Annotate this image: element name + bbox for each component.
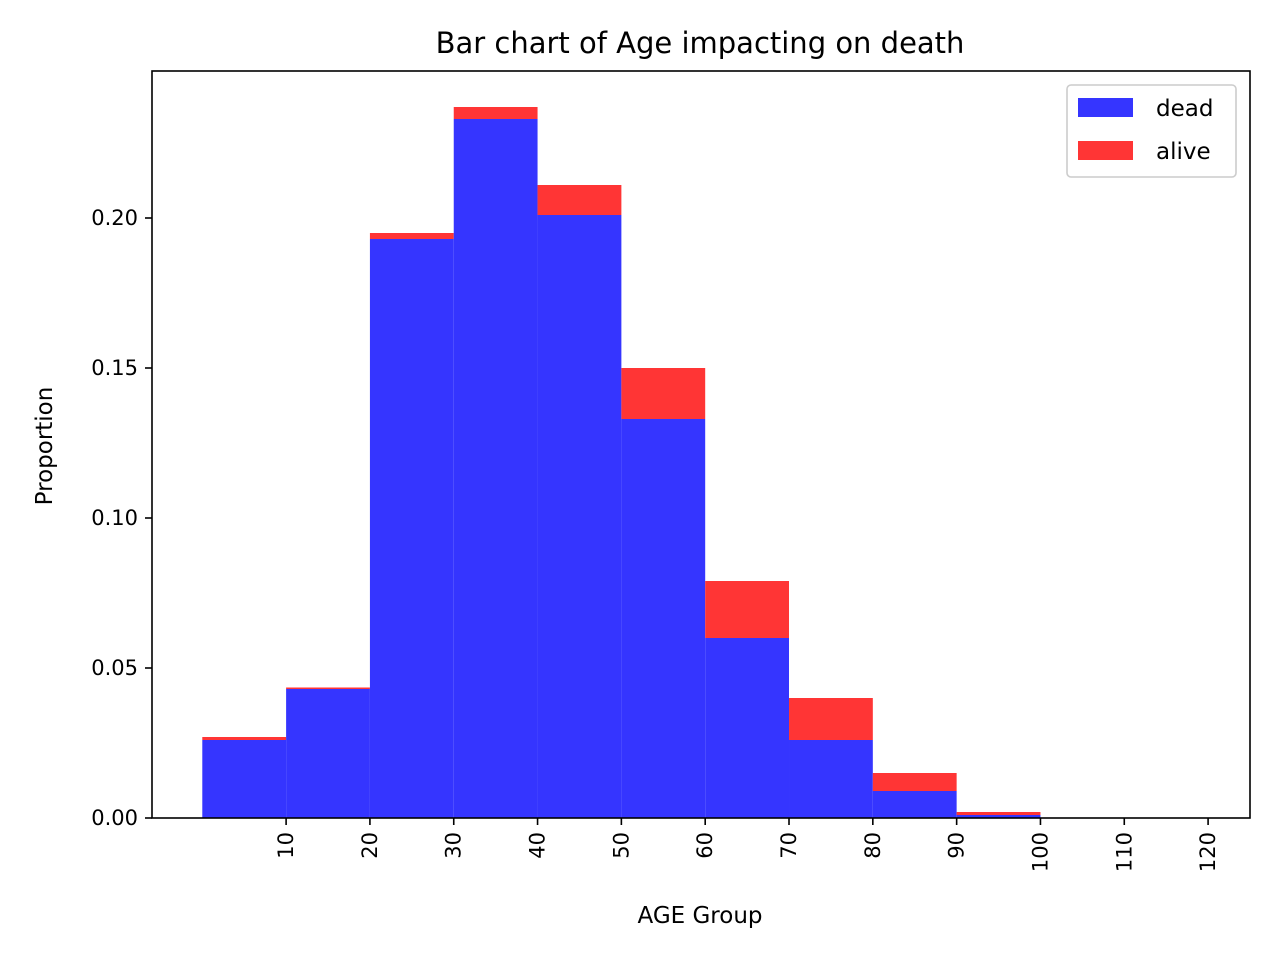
x-axis: 10 20 30 40 50 60 70 80 90 100 110 120 [274, 818, 1220, 872]
legend: dead alive [1066, 84, 1237, 178]
bar-alive-60 [705, 581, 790, 638]
x-tick-label-100: 100 [1028, 832, 1052, 872]
bar-alive-0 [202, 737, 287, 740]
bar-dead-0 [202, 740, 287, 818]
y-tick-label-2: 0.10 [91, 506, 138, 530]
bar-dead-60 [705, 638, 790, 818]
y-tick-label-0: 0.00 [91, 806, 138, 830]
x-tick-label-50: 50 [609, 832, 633, 859]
x-tick-label-80: 80 [861, 832, 885, 859]
bar-dead-80 [872, 791, 957, 818]
bar-alive-80 [872, 773, 957, 791]
y-tick-label-4: 0.20 [91, 206, 138, 230]
x-tick-label-10: 10 [274, 832, 298, 859]
bar-dead-90 [956, 815, 1041, 818]
bar-alive-40 [537, 185, 622, 215]
y-tick-label-1: 0.05 [91, 656, 138, 680]
x-tick-label-60: 60 [693, 832, 717, 859]
bar-alive-70 [789, 698, 873, 740]
bar-dead-10 [286, 689, 370, 818]
x-tick-label-90: 90 [945, 832, 969, 859]
x-tick-label-20: 20 [358, 832, 382, 859]
legend-label-alive: alive [1156, 139, 1211, 165]
bar-alive-30 [453, 107, 538, 119]
y-tick-label-3: 0.15 [91, 356, 138, 380]
x-axis-label: AGE Group [637, 903, 762, 929]
bars-layer [202, 107, 1041, 818]
legend-swatch-alive [1078, 141, 1133, 160]
x-tick-label-40: 40 [526, 832, 550, 859]
bar-alive-20 [369, 233, 454, 239]
chart-title: Bar chart of Age impacting on death [436, 26, 965, 60]
x-tick-label-70: 70 [777, 832, 801, 859]
legend-label-dead: dead [1156, 96, 1213, 122]
x-tick-label-120: 120 [1196, 832, 1220, 872]
bar-dead-20 [369, 239, 454, 818]
bar-dead-50 [621, 419, 706, 818]
bar-alive-10 [286, 687, 370, 689]
bar-dead-70 [789, 740, 873, 818]
x-tick-label-30: 30 [442, 832, 466, 859]
bar-dead-40 [537, 215, 622, 818]
x-tick-label-110: 110 [1112, 832, 1136, 872]
plot-frame [151, 70, 1251, 819]
y-axis: 0.00 0.05 0.10 0.15 0.20 [91, 206, 152, 830]
bar-dead-30 [453, 119, 538, 818]
y-axis-label: Proportion [32, 387, 58, 506]
legend-swatch-dead [1078, 98, 1133, 117]
bar-alive-50 [621, 368, 706, 419]
bar-alive-90 [956, 812, 1041, 815]
